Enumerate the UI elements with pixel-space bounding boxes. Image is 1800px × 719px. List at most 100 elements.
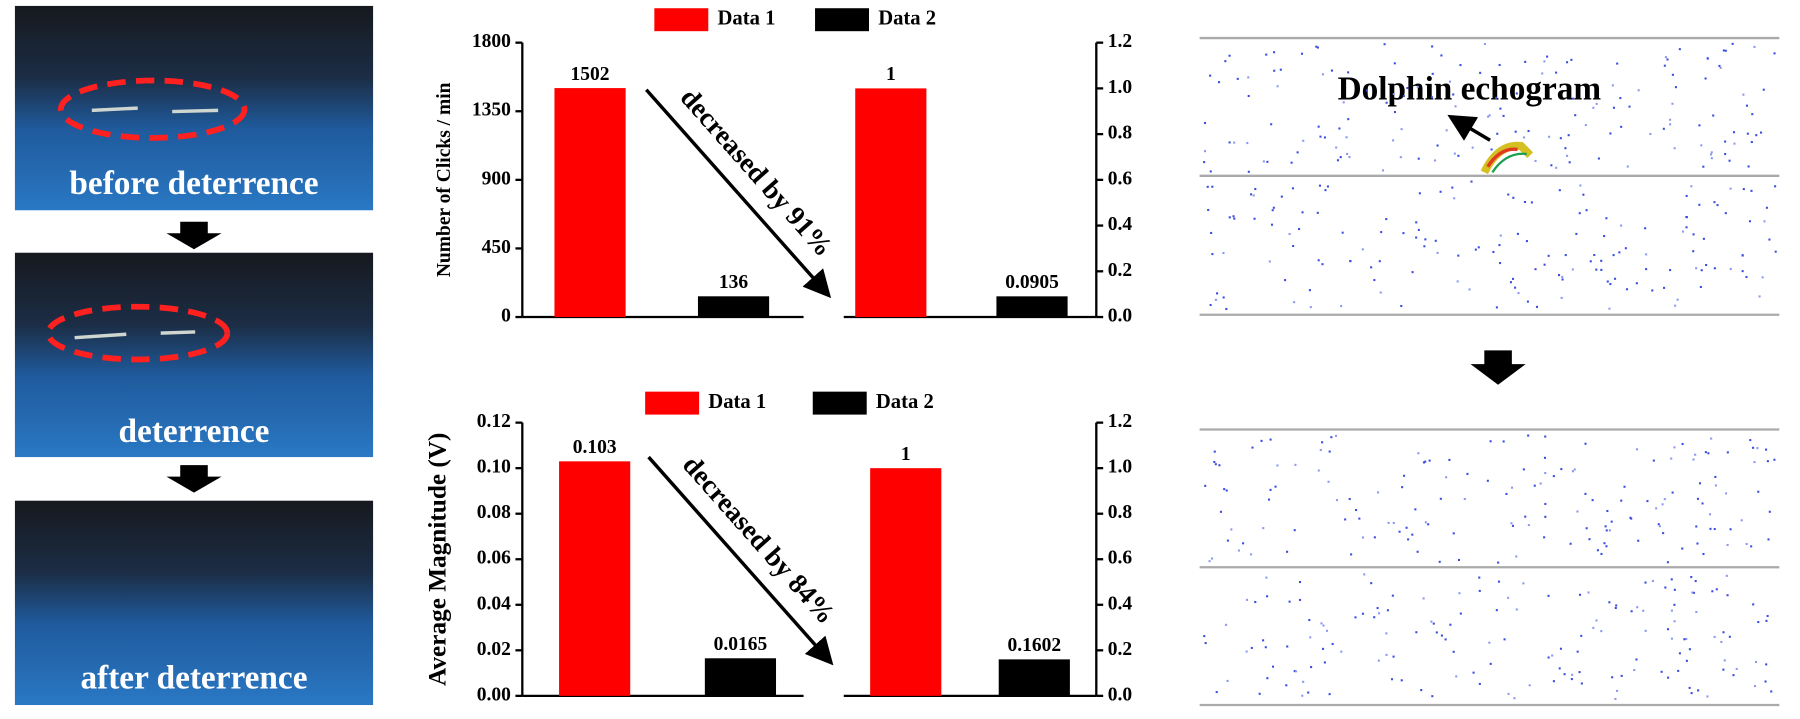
y-tick-label: 0.10 — [477, 457, 511, 478]
echo-dot — [1324, 189, 1327, 192]
echo-dot — [1479, 71, 1482, 74]
echo-dot — [1618, 251, 1621, 254]
echo-dot — [1284, 279, 1287, 282]
echo-dot — [1514, 286, 1517, 289]
highlight — [57, 77, 248, 141]
echo-dot — [1712, 114, 1715, 117]
echo-dot — [1502, 114, 1505, 117]
echo-dot — [1728, 159, 1731, 162]
echo-dot — [1725, 492, 1728, 495]
echo-dot — [1373, 278, 1376, 282]
echo-dot — [1718, 64, 1721, 67]
echo-dot — [1757, 490, 1760, 493]
echo-dot — [1222, 251, 1225, 255]
echo-dot — [1455, 675, 1458, 678]
echo-dot — [1628, 105, 1631, 108]
echo-dot — [1636, 606, 1639, 609]
echo-dot — [1439, 190, 1442, 193]
echo-dot — [1495, 96, 1498, 99]
echo-dot — [1713, 635, 1716, 639]
y2-tick-label: 0.8 — [1108, 502, 1133, 523]
echo-dot — [1424, 238, 1427, 241]
echo-dot — [1350, 553, 1353, 556]
annotation-arrow — [645, 88, 832, 299]
echo-dot — [1698, 203, 1701, 206]
y-tick-label: 0.02 — [477, 639, 511, 660]
echo-dot — [1302, 680, 1305, 683]
echo-dot — [1673, 446, 1676, 449]
echo-dot — [1605, 217, 1608, 220]
echo-dot — [1773, 458, 1776, 461]
echo-dot — [1247, 76, 1250, 79]
echo-dot — [1582, 193, 1585, 196]
echo-dot — [1391, 594, 1394, 597]
echo-dot — [1457, 254, 1460, 257]
echo-dot — [1595, 102, 1598, 105]
value-label: 1 — [901, 444, 911, 465]
echo-dot — [1452, 532, 1455, 535]
echo-dot — [1387, 521, 1390, 524]
echo-dot — [1551, 654, 1554, 657]
echo-dot — [1637, 89, 1640, 92]
echo-dot — [1715, 588, 1718, 591]
y-tick-label: 0.04 — [477, 593, 511, 614]
echo-dot — [1321, 263, 1324, 266]
echo-dot — [1701, 502, 1704, 505]
echo-dot — [1472, 671, 1475, 674]
y-tick-label: 1350 — [472, 100, 511, 121]
echo-dot — [1616, 62, 1619, 65]
y2-tick-label: 0.0 — [1108, 306, 1132, 327]
echo-dot — [1407, 538, 1410, 541]
echo-dot — [1595, 619, 1598, 622]
echo-dot — [1541, 72, 1544, 75]
echo-dot — [1765, 206, 1768, 209]
echo-dot — [1612, 106, 1615, 109]
echo-dot — [1361, 536, 1365, 539]
echo-dot — [1570, 58, 1573, 61]
value-label: 1 — [886, 64, 896, 85]
echo-dot — [1365, 89, 1368, 92]
echo-dot — [1428, 459, 1431, 462]
echo-dot — [1307, 691, 1310, 694]
echo-dot — [1416, 85, 1419, 88]
value-label: 0.0905 — [1005, 272, 1059, 293]
y2-tick-label: 0.6 — [1108, 168, 1133, 189]
echo-dot — [1436, 251, 1439, 254]
y-tick-label: 0 — [501, 306, 511, 327]
echo-dot — [1355, 508, 1358, 512]
echo-dot — [1753, 685, 1757, 688]
echo-dot — [1605, 545, 1608, 548]
echo-dot — [1401, 486, 1404, 489]
echo-dot — [1310, 666, 1313, 669]
echo-dot — [1729, 528, 1732, 531]
echo-dot — [1209, 170, 1212, 173]
echo-dot — [1569, 542, 1572, 545]
echo-dot — [1230, 528, 1233, 531]
echo-dot — [1262, 639, 1265, 642]
echo-dot — [1732, 674, 1735, 677]
echo-dot — [1751, 113, 1754, 116]
echo-dot — [1646, 500, 1649, 503]
echo-dot — [1418, 192, 1421, 195]
echo-dot — [1756, 447, 1759, 450]
echo-dot — [1558, 667, 1561, 670]
echo-dot — [1699, 285, 1702, 289]
echo-dot — [1503, 638, 1506, 641]
echo-dot — [1567, 134, 1570, 137]
echo-dot — [1488, 641, 1491, 644]
echo-dot — [1685, 194, 1688, 197]
echo-dot — [1258, 692, 1261, 695]
legend-label: Data 1 — [708, 391, 766, 413]
echo-dot — [1702, 237, 1705, 240]
y2-tick-label: 1.0 — [1108, 457, 1132, 478]
echo-dot — [1315, 45, 1318, 48]
echo-dot — [1704, 451, 1707, 454]
echo-dot — [1285, 684, 1288, 687]
echo-dot — [1470, 180, 1473, 183]
echo-dot — [1422, 597, 1425, 600]
echo-dot — [1322, 624, 1325, 627]
echo-dot — [1741, 270, 1744, 273]
echo-dot — [1321, 647, 1325, 650]
echo-blob — [1491, 152, 1527, 174]
echo-dot — [1228, 216, 1231, 219]
